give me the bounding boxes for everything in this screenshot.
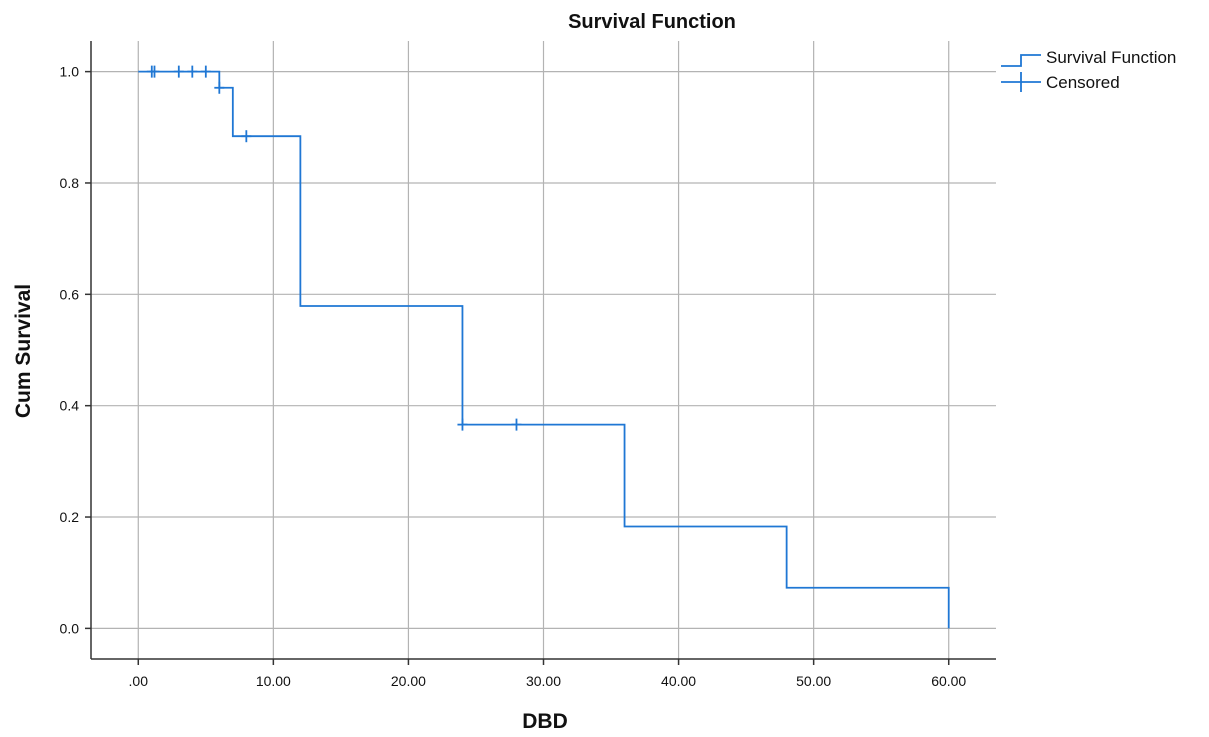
legend-censored-icon [1001,72,1041,92]
x-axis-label: DBD [522,710,568,733]
y-tick-label-0: 0.0 [60,620,80,636]
axes [85,41,996,665]
y-tick-label-3: 0.6 [60,286,80,302]
y-axis-label: Cum Survival [12,284,35,418]
x-tick-label-2: 20.00 [391,673,426,689]
chart-title: Survival Function [568,11,736,33]
x-tick-label-1: 10.00 [256,673,291,689]
censored-marker-8 [511,418,522,431]
censored-marker-2 [173,65,184,78]
legend-step-icon [1001,54,1041,67]
series [138,65,950,629]
censored-marker-3 [187,65,198,78]
gridlines [91,41,996,659]
censored-marker-7 [457,418,468,431]
x-tick-label-6: 60.00 [931,673,966,689]
legend: Survival Function Censored [1001,48,1176,92]
y-tick-label-2: 0.4 [60,398,80,414]
y-tick-label-5: 1.0 [60,64,80,80]
y-tick-label-4: 0.8 [60,175,80,191]
legend-label-censored: Censored [1046,73,1120,92]
x-tick-label-4: 40.00 [661,673,696,689]
legend-label-survival-function: Survival Function [1046,48,1176,67]
censored-marker-6 [241,130,252,143]
censored-marker-1 [149,65,160,78]
tick-labels: .00 10.00 20.00 30.00 40.00 50.00 60.00 0.0 0.2 0… [60,64,967,689]
x-tick-label-5: 50.00 [796,673,831,689]
censored-marker-4 [200,65,211,78]
y-tick-label-1: 0.2 [60,509,80,525]
x-tick-label-0: .00 [129,673,149,689]
censored-marker-5 [214,81,225,94]
x-tick-label-3: 30.00 [526,673,561,689]
